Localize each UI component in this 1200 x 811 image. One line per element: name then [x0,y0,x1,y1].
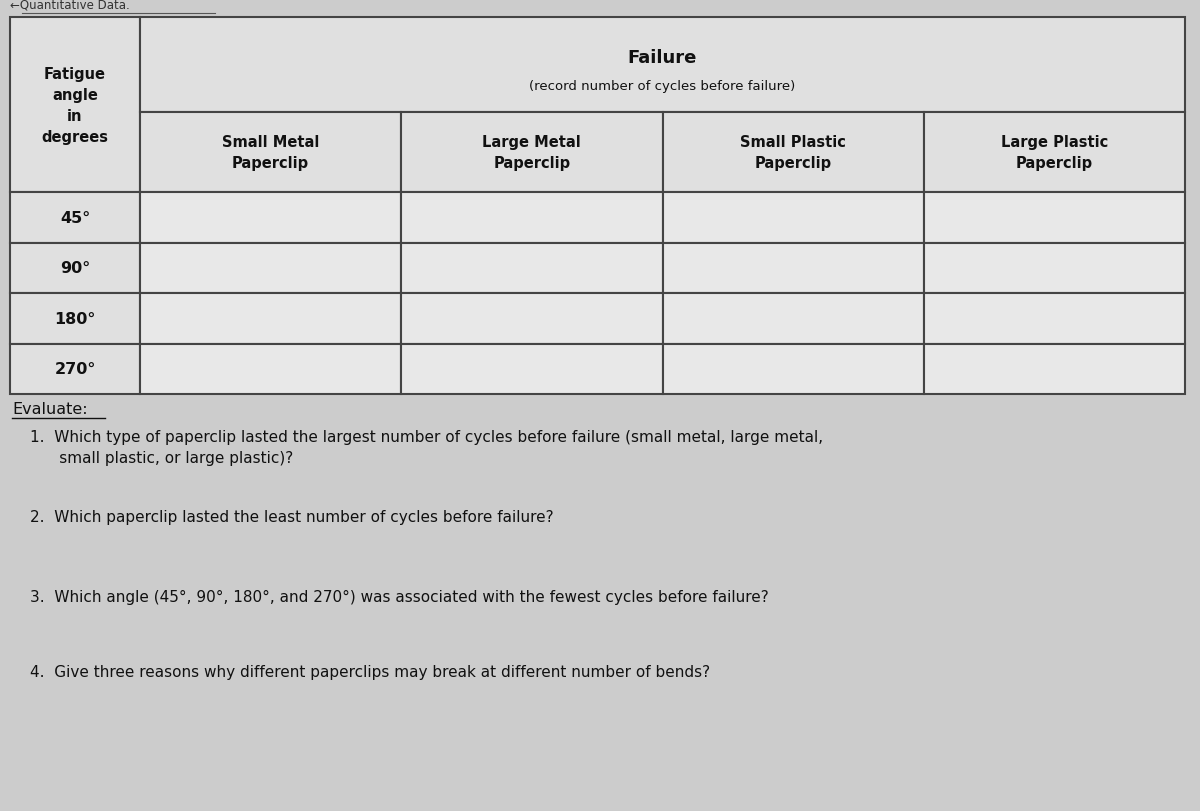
Bar [140,18,1186,113]
Text: Fatigue
angle
in
degrees: Fatigue angle in degrees [42,67,108,144]
Text: 1.  Which type of paperclip lasted the largest number of cycles before failure (: 1. Which type of paperclip lasted the la… [30,430,823,466]
Bar [10,18,140,193]
Text: Large Plastic
Paperclip: Large Plastic Paperclip [1001,135,1108,171]
Text: 180°: 180° [54,311,96,326]
Bar [401,113,662,193]
Text: Small Metal
Paperclip: Small Metal Paperclip [222,135,319,171]
Bar [924,113,1186,193]
Bar [10,193,140,243]
Bar [10,243,140,294]
Text: 270°: 270° [54,362,96,377]
Bar [140,113,401,193]
Bar [662,193,924,243]
Bar [140,344,401,394]
Text: 2.  Which paperclip lasted the least number of cycles before failure?: 2. Which paperclip lasted the least numb… [30,509,553,525]
Text: 3.  Which angle (45°, 90°, 180°, and 270°) was associated with the fewest cycles: 3. Which angle (45°, 90°, 180°, and 270°… [30,590,769,604]
Text: 90°: 90° [60,261,90,276]
Text: 4.  Give three reasons why different paperclips may break at different number of: 4. Give three reasons why different pape… [30,664,710,679]
Text: Large Metal
Paperclip: Large Metal Paperclip [482,135,581,171]
Text: ←Quantitative Data.: ←Quantitative Data. [10,0,130,12]
Bar [662,243,924,294]
Bar [662,113,924,193]
Bar [924,294,1186,344]
Bar [401,193,662,243]
Bar [401,294,662,344]
Bar [401,344,662,394]
Bar [401,243,662,294]
Bar [662,344,924,394]
Text: Small Plastic
Paperclip: Small Plastic Paperclip [740,135,846,171]
Bar [140,294,401,344]
Bar [924,243,1186,294]
Bar [924,193,1186,243]
Text: (record number of cycles before failure): (record number of cycles before failure) [529,79,796,92]
Text: Failure: Failure [628,49,697,67]
Bar [924,344,1186,394]
Bar [662,294,924,344]
Bar [10,344,140,394]
Text: Evaluate:: Evaluate: [12,401,88,417]
Text: 45°: 45° [60,211,90,225]
Bar [10,294,140,344]
Bar [140,243,401,294]
Bar [140,193,401,243]
